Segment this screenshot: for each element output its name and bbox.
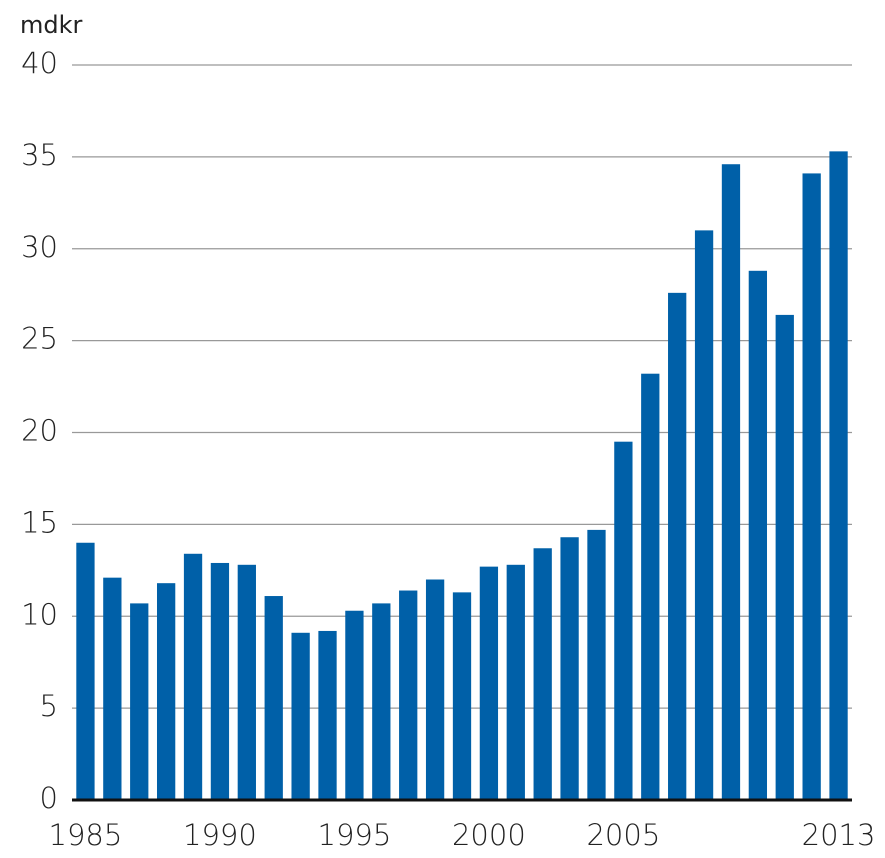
y-tick-label: 30 (21, 230, 58, 264)
bar (533, 548, 552, 800)
bar (183, 553, 203, 800)
x-tick-label: 2013 (802, 818, 876, 852)
bar (452, 592, 472, 800)
y-axis-label: mdkr (20, 11, 83, 39)
bar (345, 610, 364, 800)
bar (156, 583, 176, 800)
y-tick-label: 35 (21, 138, 58, 172)
bar (641, 373, 660, 800)
bar (372, 603, 391, 800)
bar (748, 270, 768, 800)
y-tick-label: 20 (21, 414, 58, 448)
bar (668, 292, 687, 800)
bar (614, 441, 633, 800)
bar (103, 577, 122, 800)
bar (237, 564, 256, 800)
y-tick-label: 40 (21, 46, 58, 80)
x-tick-label: 1985 (49, 818, 123, 852)
y-tick-label: 25 (21, 322, 58, 356)
bar (291, 632, 310, 800)
bar (130, 603, 149, 800)
bar (694, 230, 714, 800)
x-tick-label: 2005 (586, 818, 660, 852)
bar (479, 566, 499, 800)
bar (721, 164, 741, 801)
bar (829, 151, 848, 801)
y-tick-label: 15 (21, 505, 58, 539)
bar (560, 537, 579, 800)
y-tick-label: 5 (40, 689, 58, 723)
bar (506, 564, 525, 800)
x-tick-label: 1995 (318, 818, 392, 852)
bar (587, 529, 606, 800)
x-tick-label: 1990 (183, 818, 257, 852)
bar (775, 314, 794, 800)
x-tick-label: 2000 (452, 818, 526, 852)
bar (802, 173, 821, 801)
y-tick-label: 0 (40, 781, 58, 815)
bar (425, 579, 445, 800)
bar (264, 596, 283, 800)
bar (76, 542, 95, 800)
bar (210, 562, 230, 800)
y-tick-label: 10 (21, 597, 58, 631)
bar (318, 630, 337, 800)
bar (399, 590, 418, 800)
